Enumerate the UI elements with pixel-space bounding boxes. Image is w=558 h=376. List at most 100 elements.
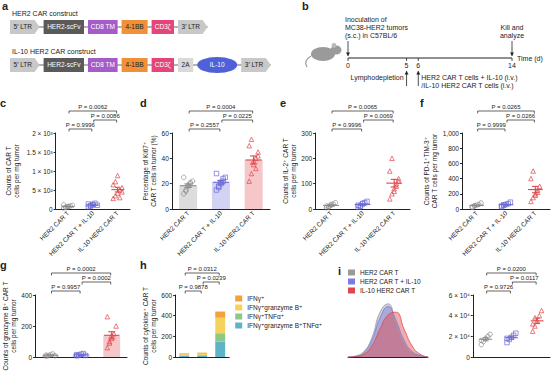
svg-text:400: 400 bbox=[161, 312, 172, 319]
svg-text:HER2 CAR T: HER2 CAR T bbox=[360, 269, 399, 276]
svg-text:0: 0 bbox=[169, 354, 173, 361]
svg-text:P = 0.0225: P = 0.0225 bbox=[223, 113, 253, 119]
svg-text:P = 0.0002: P = 0.0002 bbox=[82, 275, 112, 281]
svg-text:IFNγ⁺granzyme B⁺TNFα⁺: IFNγ⁺granzyme B⁺TNFα⁺ bbox=[247, 322, 322, 330]
svg-text:IFNγ⁺granzyme B⁺: IFNγ⁺granzyme B⁺ bbox=[247, 304, 302, 312]
svg-text:P = 0.0086: P = 0.0086 bbox=[91, 113, 121, 119]
svg-text:600: 600 bbox=[448, 160, 459, 167]
svg-text:CAR T cells in tumor (%): CAR T cells in tumor (%) bbox=[150, 135, 158, 206]
svg-text:6 × 10⁴: 6 × 10⁴ bbox=[449, 292, 470, 299]
svg-text:P = 0.9878: P = 0.9878 bbox=[179, 284, 209, 290]
svg-text:Kill and: Kill and bbox=[501, 24, 524, 31]
svg-text:5′ LTR: 5′ LTR bbox=[14, 61, 33, 68]
svg-text:CAR T cells per mg tumor: CAR T cells per mg tumor bbox=[431, 133, 439, 208]
svg-text:Time (d): Time (d) bbox=[517, 55, 543, 63]
svg-text:e: e bbox=[280, 97, 286, 109]
svg-text:a: a bbox=[2, 0, 9, 12]
svg-text:4-1BB: 4-1BB bbox=[126, 23, 144, 30]
svg-text:200: 200 bbox=[301, 155, 312, 162]
svg-text:IL-10 HER2 CAR T: IL-10 HER2 CAR T bbox=[353, 210, 397, 254]
svg-text:0: 0 bbox=[309, 206, 313, 213]
svg-text:40: 40 bbox=[162, 155, 170, 162]
svg-text:3′ LTR: 3′ LTR bbox=[182, 23, 201, 30]
svg-text:Counts of cytokine⁺ CAR T: Counts of cytokine⁺ CAR T bbox=[142, 287, 150, 365]
svg-text:HER2 CAR T + IL-10: HER2 CAR T + IL-10 bbox=[360, 278, 421, 285]
svg-text:6: 6 bbox=[416, 62, 420, 69]
svg-text:HER2 CAR T: HER2 CAR T bbox=[159, 209, 191, 241]
svg-text:200: 200 bbox=[448, 190, 459, 197]
svg-text:h: h bbox=[140, 259, 147, 271]
svg-text:IL-10 HER2 CAR construct: IL-10 HER2 CAR construct bbox=[12, 48, 96, 55]
svg-text:IFNγ⁺: IFNγ⁺ bbox=[247, 295, 264, 303]
svg-text:0: 0 bbox=[29, 354, 33, 361]
svg-text:P = 0.9996: P = 0.9996 bbox=[332, 122, 362, 128]
svg-text:1 × 10³: 1 × 10³ bbox=[32, 168, 53, 175]
svg-text:0: 0 bbox=[165, 206, 169, 213]
svg-text:P = 0.0004: P = 0.0004 bbox=[206, 104, 236, 110]
svg-text:5′ LTR: 5′ LTR bbox=[14, 23, 33, 30]
svg-text:Counts of CAR T: Counts of CAR T bbox=[5, 146, 12, 195]
svg-text:4-1BB: 4-1BB bbox=[126, 61, 144, 68]
svg-text:cells per mg tumor: cells per mg tumor bbox=[13, 143, 21, 197]
svg-text:P = 0.9726: P = 0.9726 bbox=[484, 284, 514, 290]
svg-text:60: 60 bbox=[162, 130, 170, 137]
svg-text:IL-10: IL-10 bbox=[210, 61, 225, 68]
svg-text:HER2-scFv: HER2-scFv bbox=[47, 23, 81, 30]
svg-text:c: c bbox=[0, 97, 6, 109]
svg-text:300: 300 bbox=[301, 130, 312, 137]
svg-text:MC38-HER2 tumors: MC38-HER2 tumors bbox=[345, 24, 409, 31]
svg-text:14: 14 bbox=[508, 62, 516, 69]
svg-text:CD8 TM: CD8 TM bbox=[91, 23, 115, 30]
svg-text:200: 200 bbox=[21, 323, 32, 330]
svg-text:P = 0.0002: P = 0.0002 bbox=[67, 266, 97, 272]
svg-text:100: 100 bbox=[301, 180, 312, 187]
svg-text:Counts of IL-2⁺ CAR T: Counts of IL-2⁺ CAR T bbox=[282, 138, 289, 203]
svg-text:IFNγ⁺TNFα⁺: IFNγ⁺TNFα⁺ bbox=[247, 313, 284, 321]
svg-text:g: g bbox=[0, 259, 7, 271]
svg-text:HER2 CAR T: HER2 CAR T bbox=[301, 209, 333, 241]
svg-text:Counts of granzyme B⁺ CAR T: Counts of granzyme B⁺ CAR T bbox=[2, 282, 10, 371]
svg-text:Counts of PD-1⁺TIM-3⁺: Counts of PD-1⁺TIM-3⁺ bbox=[423, 137, 430, 205]
svg-text:(s.c.) in C57BL/6: (s.c.) in C57BL/6 bbox=[345, 32, 397, 40]
svg-text:2 × 10³: 2 × 10³ bbox=[32, 130, 53, 137]
svg-text:P = 0.2557: P = 0.2557 bbox=[190, 122, 220, 128]
svg-text:600: 600 bbox=[161, 292, 172, 299]
svg-text:P = 0.0239: P = 0.0239 bbox=[197, 275, 227, 281]
svg-text:P = 0.0266: P = 0.0266 bbox=[506, 113, 536, 119]
svg-text:P = 0.9957: P = 0.9957 bbox=[51, 284, 81, 290]
svg-text:d: d bbox=[140, 97, 147, 109]
svg-text:Percentage of Ki67⁺: Percentage of Ki67⁺ bbox=[142, 142, 150, 201]
svg-text:0: 0 bbox=[49, 206, 53, 213]
svg-text:IL-10 HER2 CAR T: IL-10 HER2 CAR T bbox=[76, 210, 120, 254]
svg-text:0: 0 bbox=[346, 62, 350, 69]
svg-text:IL-10 HER2 CAR T: IL-10 HER2 CAR T bbox=[360, 287, 415, 294]
svg-text:0: 0 bbox=[466, 354, 470, 361]
svg-text:CD8 TM: CD8 TM bbox=[91, 61, 115, 68]
svg-text:1,000: 1,000 bbox=[443, 130, 460, 137]
svg-text:400: 400 bbox=[21, 292, 32, 299]
svg-text:IL-10 HER2 CAR T: IL-10 HER2 CAR T bbox=[212, 210, 256, 254]
svg-text:P = 0.0062: P = 0.0062 bbox=[78, 104, 108, 110]
svg-text:P = 0.9999: P = 0.9999 bbox=[477, 122, 507, 128]
svg-text:Inoculation of: Inoculation of bbox=[345, 16, 387, 23]
svg-text:400: 400 bbox=[448, 175, 459, 182]
svg-text:IL-10 HER2 CAR T: IL-10 HER2 CAR T bbox=[494, 210, 538, 254]
svg-text:3′ LTR: 3′ LTR bbox=[245, 61, 264, 68]
svg-text:HER2 CAR T cells + IL-10 (i.v.: HER2 CAR T cells + IL-10 (i.v.) bbox=[421, 74, 517, 82]
svg-text:HER2 CAR T: HER2 CAR T bbox=[447, 209, 479, 241]
svg-text:P = 0.0312: P = 0.0312 bbox=[188, 266, 218, 272]
svg-text:CD3ζ: CD3ζ bbox=[155, 23, 171, 31]
svg-text:P = 0.0065: P = 0.0065 bbox=[348, 104, 378, 110]
svg-text:b: b bbox=[302, 0, 309, 12]
svg-text:4 × 10⁴: 4 × 10⁴ bbox=[449, 312, 470, 319]
svg-text:200: 200 bbox=[161, 333, 172, 340]
svg-text:0: 0 bbox=[455, 206, 459, 213]
svg-text:f: f bbox=[420, 97, 424, 109]
svg-text:HER2 CAR construct: HER2 CAR construct bbox=[12, 10, 78, 17]
svg-text:P = 0.0200: P = 0.0200 bbox=[497, 266, 527, 272]
svg-text:cells per mg tumor: cells per mg tumor bbox=[150, 298, 158, 352]
svg-text:1.5 × 10³: 1.5 × 10³ bbox=[27, 149, 54, 156]
svg-text:cells per mg tumor: cells per mg tumor bbox=[290, 143, 298, 197]
svg-text:2 × 10⁴: 2 × 10⁴ bbox=[449, 333, 470, 340]
svg-text:2A: 2A bbox=[182, 61, 191, 68]
